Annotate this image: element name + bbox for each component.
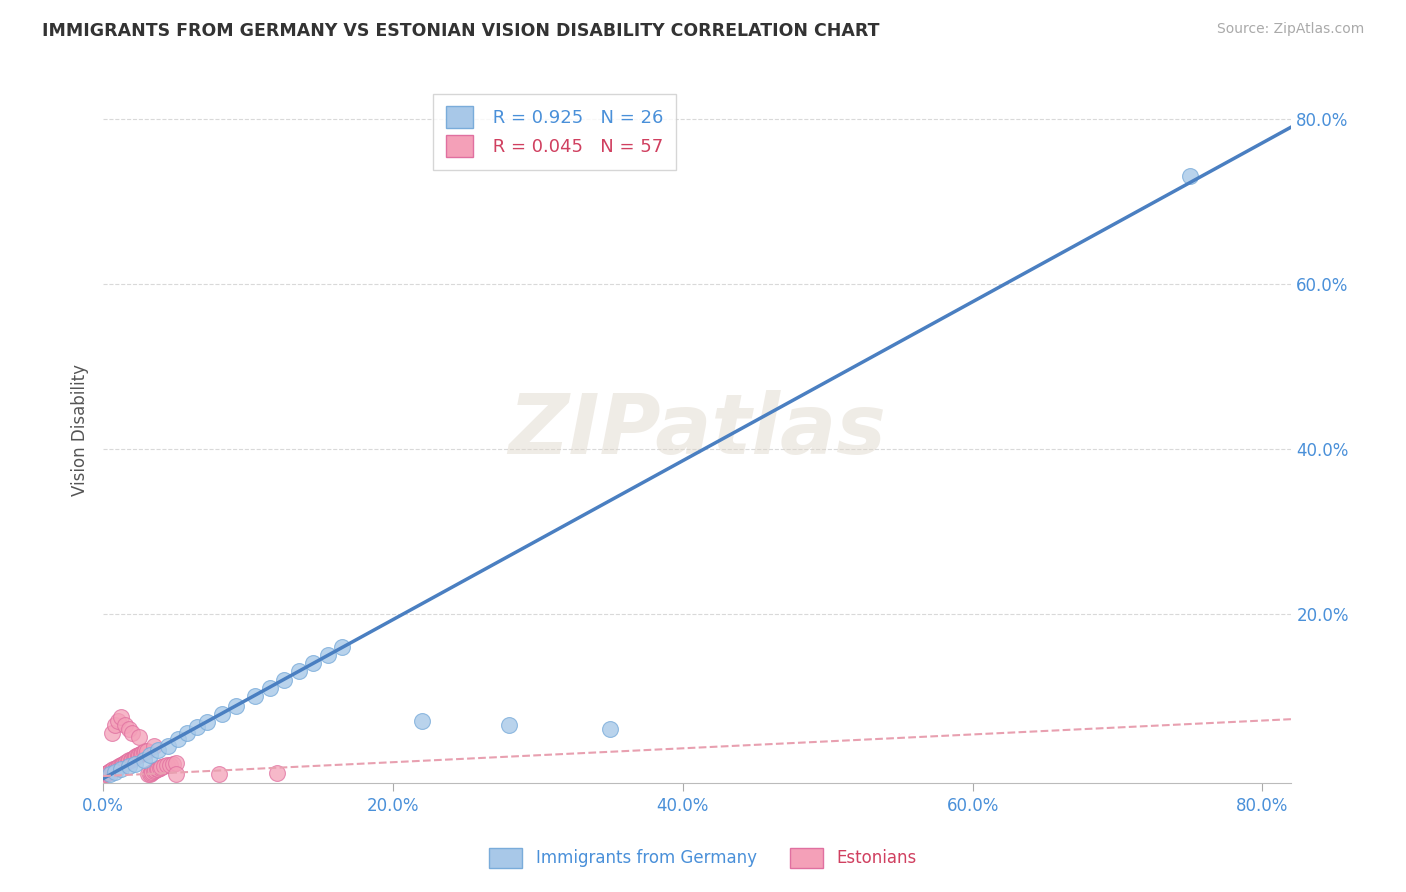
Text: Source: ZipAtlas.com: Source: ZipAtlas.com xyxy=(1216,22,1364,37)
Point xyxy=(330,640,353,654)
Point xyxy=(101,726,124,740)
Point xyxy=(316,648,339,662)
Point xyxy=(141,764,163,779)
Point xyxy=(599,722,621,736)
Point xyxy=(167,731,190,746)
Point xyxy=(134,744,156,758)
Point xyxy=(96,765,118,780)
Point xyxy=(176,726,198,740)
Point xyxy=(411,714,433,728)
Point xyxy=(139,765,162,780)
Legend: Immigrants from Germany, Estonians: Immigrants from Germany, Estonians xyxy=(482,841,924,875)
Point xyxy=(162,756,184,771)
Point xyxy=(110,762,132,776)
Point xyxy=(124,750,146,764)
Point xyxy=(138,766,160,780)
Point xyxy=(118,759,141,773)
Point xyxy=(110,709,132,723)
Point xyxy=(121,726,143,740)
Point xyxy=(104,762,127,776)
Point xyxy=(136,767,159,781)
Point xyxy=(159,757,181,772)
Point xyxy=(122,751,145,765)
Point xyxy=(107,760,129,774)
Point xyxy=(273,673,295,687)
Point xyxy=(132,745,155,759)
Point xyxy=(148,762,170,776)
Point xyxy=(128,731,150,745)
Point xyxy=(118,753,141,767)
Point xyxy=(93,767,115,781)
Point xyxy=(150,760,173,774)
Point xyxy=(208,766,231,780)
Point xyxy=(118,722,141,736)
Point xyxy=(498,718,520,732)
Point xyxy=(211,707,233,722)
Point xyxy=(121,752,143,766)
Text: IMMIGRANTS FROM GERMANY VS ESTONIAN VISION DISABILITY CORRELATION CHART: IMMIGRANTS FROM GERMANY VS ESTONIAN VISI… xyxy=(42,22,880,40)
Point xyxy=(138,748,160,763)
Point xyxy=(142,739,165,753)
Point xyxy=(120,753,142,767)
Point xyxy=(149,761,172,775)
Point xyxy=(259,681,281,695)
Point xyxy=(115,755,138,769)
Point xyxy=(103,763,125,777)
Point xyxy=(111,757,134,772)
Point xyxy=(132,753,155,767)
Point xyxy=(225,698,247,713)
Point xyxy=(165,767,187,781)
Point xyxy=(104,764,127,779)
Point xyxy=(114,756,136,770)
Point xyxy=(148,742,170,756)
Point xyxy=(97,764,120,779)
Point xyxy=(135,743,157,757)
Point xyxy=(101,764,124,778)
Text: ZIPatlas: ZIPatlas xyxy=(509,390,886,471)
Point xyxy=(127,748,149,763)
Point xyxy=(157,739,180,753)
Point xyxy=(302,656,325,670)
Point xyxy=(114,718,136,732)
Point xyxy=(1178,169,1201,184)
Point xyxy=(100,767,122,781)
Y-axis label: Vision Disability: Vision Disability xyxy=(72,364,89,496)
Point xyxy=(108,759,131,773)
Point xyxy=(165,756,187,770)
Point xyxy=(128,747,150,762)
Legend:  R = 0.925   N = 26,  R = 0.045   N = 57: R = 0.925 N = 26, R = 0.045 N = 57 xyxy=(433,94,676,170)
Point xyxy=(94,766,117,780)
Point xyxy=(287,665,309,679)
Point xyxy=(143,764,166,778)
Point xyxy=(156,758,179,772)
Point xyxy=(131,746,153,760)
Point xyxy=(110,758,132,772)
Point xyxy=(125,749,148,764)
Point xyxy=(142,764,165,778)
Point xyxy=(186,720,208,734)
Point xyxy=(104,718,127,732)
Point xyxy=(117,754,139,768)
Point xyxy=(105,761,128,775)
Point xyxy=(129,747,152,761)
Point xyxy=(153,759,176,773)
Point xyxy=(145,763,167,777)
Point xyxy=(245,689,267,703)
Point xyxy=(197,715,219,730)
Point xyxy=(107,714,129,728)
Point xyxy=(124,756,146,771)
Point xyxy=(112,756,135,771)
Point xyxy=(266,765,288,780)
Point xyxy=(100,764,122,778)
